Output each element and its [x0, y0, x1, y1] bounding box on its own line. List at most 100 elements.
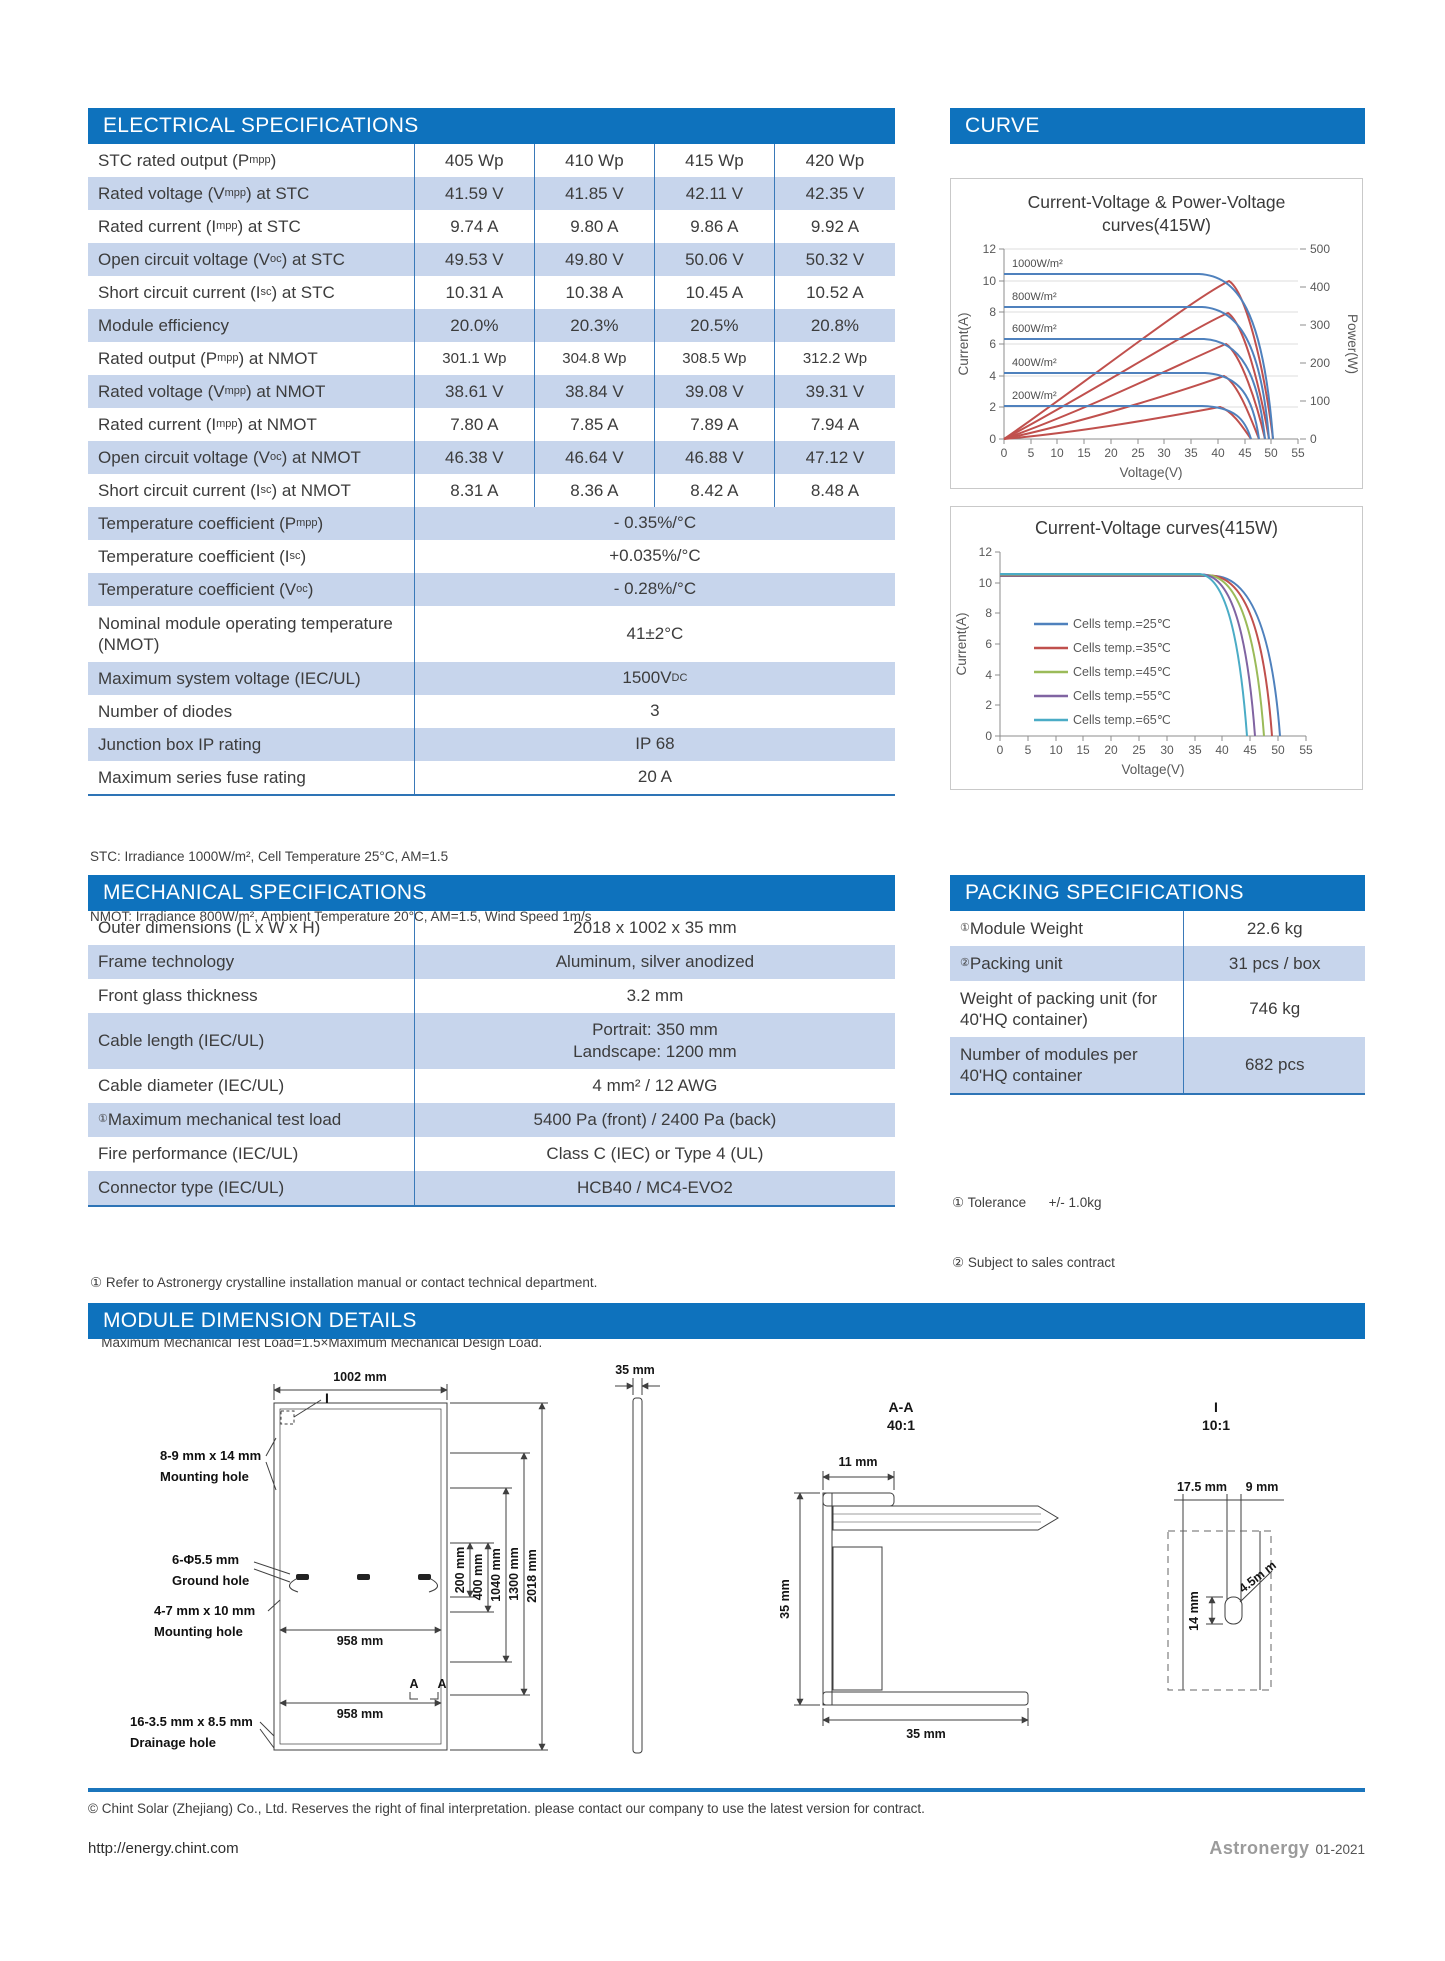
spec-value: 8.36 A	[535, 474, 655, 507]
spec-value: 31 pcs / box	[1228, 953, 1321, 973]
spec-label: Front glass thickness	[88, 979, 415, 1013]
series-label: 200W/m²	[1012, 390, 1057, 402]
spec-label: STC rated output (P mpp)	[88, 144, 415, 177]
curve-55c	[1000, 573, 1256, 737]
y-tick-right: 300	[1310, 318, 1330, 332]
table-row: Maximum series fuse rating 20 A	[88, 761, 895, 794]
iv-pv-curves-chart: Current-Voltage & Power-Voltage curves(4…	[950, 178, 1363, 489]
spec-value: 304.8 Wp	[535, 342, 655, 375]
mechanical-specs-table: Outer dimensions (L x W x H) 2018 x 1002…	[88, 911, 895, 1207]
spec-value: 5400 Pa (front) / 2400 Pa (back)	[533, 1109, 777, 1129]
x-tick: 45	[1238, 446, 1252, 460]
table-row: Maximum system voltage (IEC/UL) 1500V DC	[88, 662, 895, 695]
table-row: Rated current (I mpp) at STC 9.74 A 9.80 …	[88, 210, 895, 243]
spec-label: Rated current (I mpp) at STC	[88, 210, 415, 243]
spec-value: 2018 x 1002 x 35 mm	[573, 917, 737, 937]
spec-value: 4 mm² / 12 AWG	[592, 1075, 718, 1095]
dim-17-5mm: 17.5 mm	[1177, 1480, 1227, 1494]
packing-specs-table: ① Module Weight 22.6 kg ② Packing unit 31 …	[950, 911, 1365, 1095]
x-tick: 10	[1049, 743, 1063, 757]
table-row: Number of modules per 40'HQ container 68…	[950, 1037, 1365, 1093]
section-title: MECHANICAL SPECIFICATIONS	[103, 881, 427, 904]
y-tick: 8	[989, 305, 996, 319]
dim-2018mm: 2018 mm	[525, 1549, 539, 1603]
table-row: Cable diameter (IEC/UL) 4 mm² / 12 AWG	[88, 1069, 895, 1103]
detail-i-label: I	[1214, 1399, 1218, 1415]
dim-9mm: 9 mm	[1246, 1480, 1279, 1494]
x-tick: 45	[1243, 743, 1257, 757]
website-link[interactable]: http://energy.chint.com	[88, 1840, 239, 1857]
table-row: Rated voltage (V mpp) at STC 41.59 V 41.8…	[88, 177, 895, 210]
y-tick: 8	[985, 606, 992, 620]
section-mark-a: A	[409, 1677, 418, 1691]
spec-value: 47.12 V	[805, 447, 865, 467]
table-row: Rated current (I mpp) at NMOT 7.80 A 7.85…	[88, 408, 895, 441]
dim-14mm: 14 mm	[1187, 1591, 1201, 1631]
spec-label: Rated current (I mpp) at NMOT	[88, 408, 415, 441]
legend-label: Cells temp.=55℃	[1073, 689, 1171, 703]
spec-value: 7.85 A	[535, 408, 655, 441]
module-dimension-drawings: 1002 mm I 8-9 mm x 14 mm Mounting hole 6…	[130, 1363, 1284, 1754]
table-row: Short circuit current (I sc) at STC 10.31…	[88, 276, 895, 309]
table-row: Temperature coefficient (I sc) +0.035%/°C	[88, 540, 895, 573]
y-axis-label-left: Current(A)	[956, 312, 971, 375]
spec-value: 50.32 V	[805, 249, 865, 269]
y-tick: 4	[985, 668, 992, 682]
module-dimension-header: MODULE DIMENSION DETAILS	[88, 1303, 1365, 1339]
spec-value: 1500V DC	[622, 668, 688, 688]
detail-i-scale: 10:1	[1202, 1417, 1230, 1433]
spec-value: 415 Wp	[655, 144, 775, 177]
brand-logo: Astronergy	[1209, 1838, 1310, 1858]
spec-value: Class C (IEC) or Type 4 (UL)	[546, 1143, 764, 1163]
x-tick: 55	[1299, 743, 1313, 757]
electrical-footnotes: STC: Irradiance 1000W/m², Cell Temperatu…	[90, 806, 897, 968]
spec-value: 41.59 V	[415, 177, 535, 210]
section-aa-drawing	[794, 1471, 1059, 1726]
dim-400mm: 400 mm	[471, 1554, 485, 1601]
spec-label: Rated voltage (V mpp) at STC	[88, 177, 415, 210]
y-tick: 12	[983, 242, 997, 256]
y-axis-label: Current(A)	[954, 613, 969, 676]
spec-label: Nominal module operating temperature (NM…	[88, 606, 415, 662]
spec-label: Temperature coefficient (P mpp)	[88, 507, 415, 540]
hole-label: Mounting hole	[160, 1469, 249, 1484]
spec-value: 41.85 V	[535, 177, 655, 210]
spec-value: 410 Wp	[535, 144, 655, 177]
x-tick: 25	[1132, 743, 1146, 757]
spec-label: Frame technology	[88, 945, 415, 979]
spec-label: Number of modules per 40'HQ container	[950, 1037, 1185, 1093]
spec-value: +0.035%/°C	[609, 546, 701, 566]
spec-value: 312.2 Wp	[802, 350, 868, 367]
x-tick: 10	[1050, 446, 1064, 460]
legend-label: Cells temp.=45℃	[1073, 665, 1171, 679]
y-tick: 12	[979, 545, 993, 559]
x-axis-label: Voltage(V)	[1119, 465, 1182, 480]
dim-11mm: 11 mm	[839, 1455, 878, 1469]
iv-pv-chart-canvas: 1000W/m² 800W/m² 600W/m² 400W/m² 200W/m²…	[956, 242, 1359, 480]
spec-value: 20.5%	[655, 309, 775, 342]
spec-value: 50.06 V	[655, 243, 775, 276]
spec-value: 3	[650, 701, 660, 721]
spec-value: 39.31 V	[805, 381, 865, 401]
chart-title: Current-Voltage & Power-Voltage curves(4…	[1027, 192, 1286, 235]
footnote: Maximum Mechanical Test Load=1.5×Maximum…	[90, 1335, 543, 1351]
spec-value: IP 68	[635, 734, 675, 754]
x-tick: 30	[1157, 446, 1171, 460]
dim-inner-width: 958 mm	[337, 1707, 384, 1721]
x-tick: 50	[1264, 446, 1278, 460]
spec-label: Connector type (IEC/UL)	[88, 1171, 415, 1205]
hole-label: 4-7 mm x 10 mm	[154, 1603, 255, 1618]
spec-value: Portrait: 350 mm Landscape: 1200 mm	[573, 1019, 737, 1061]
spec-value: 38.84 V	[535, 375, 655, 408]
x-tick: 35	[1184, 446, 1198, 460]
dim-thickness: 35 mm	[615, 1363, 655, 1377]
table-row: Open circuit voltage (V oc) at NMOT 46.38…	[88, 441, 895, 474]
spec-value: 20.0%	[415, 309, 535, 342]
front-view-drawing	[253, 1384, 548, 1751]
x-tick: 15	[1076, 743, 1090, 757]
spec-value: - 0.28%/°C	[613, 579, 697, 599]
section-title: ELECTRICAL SPECIFICATIONS	[103, 114, 419, 137]
x-tick: 40	[1211, 446, 1225, 460]
copyright-text: © Chint Solar (Zhejiang) Co., Ltd. Reser…	[88, 1801, 925, 1816]
mechanical-specs-header: MECHANICAL SPECIFICATIONS	[88, 875, 895, 911]
